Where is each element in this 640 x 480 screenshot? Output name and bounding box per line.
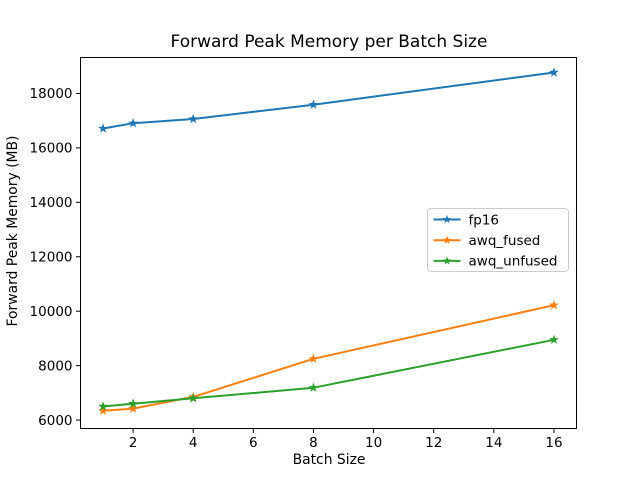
x-tick-label: 8 [309, 435, 318, 451]
legend-label-awq_unfused: awq_unfused [469, 254, 558, 270]
series-marker-awq_unfused [128, 398, 139, 408]
series-marker-awq_unfused [308, 382, 319, 392]
series-marker-awq_fused [308, 353, 319, 363]
y-tick-label: 16000 [30, 141, 73, 157]
series-marker-fp16 [98, 123, 108, 133]
x-tick-label: 14 [485, 435, 502, 451]
y-tick-label: 8000 [38, 358, 72, 374]
x-tick-label: 16 [545, 435, 562, 451]
y-axis-label: Forward Peak Memory (MB) [5, 135, 21, 327]
series-marker-awq_unfused [188, 393, 199, 403]
x-tick-label: 12 [425, 435, 442, 451]
plot-spines [80, 57, 577, 429]
series-line-fp16 [102, 71, 555, 130]
x-tick-label: 4 [189, 435, 198, 451]
y-tick-label: 14000 [30, 195, 73, 211]
series-line-awq_fused [102, 304, 555, 412]
series-marker-awq_unfused [549, 334, 559, 344]
series-marker-fp16 [188, 113, 199, 124]
y-tick-label: 6000 [38, 413, 72, 429]
y-tick-label: 10000 [30, 304, 73, 320]
y-tick-label: 12000 [30, 250, 73, 266]
x-axis-label: Batch Size [292, 452, 366, 468]
x-tick-label: 6 [249, 435, 258, 451]
legend-marker-icon-fp16 [442, 214, 452, 224]
series-marker-fp16 [128, 118, 139, 128]
chart-title: Forward Peak Memory per Batch Size [170, 32, 488, 52]
series-marker-fp16 [549, 67, 559, 77]
series-marker-fp16 [308, 99, 319, 109]
legend-label-fp16: fp16 [469, 212, 500, 228]
series-marker-awq_fused [549, 300, 559, 310]
legend-box [427, 208, 569, 272]
series-line-awq_unfused [102, 338, 555, 408]
series-marker-awq_unfused [98, 401, 108, 411]
legend-marker-icon-awq_fused [442, 235, 452, 244]
series-marker-awq_fused [98, 405, 108, 415]
legend-marker-icon-awq_unfused [442, 256, 452, 265]
x-tick-label: 10 [365, 435, 382, 451]
y-tick-label: 18000 [30, 86, 73, 102]
legend-label-awq_fused: awq_fused [469, 233, 541, 249]
x-tick-label: 2 [129, 435, 138, 451]
series-marker-awq_fused [128, 403, 139, 413]
